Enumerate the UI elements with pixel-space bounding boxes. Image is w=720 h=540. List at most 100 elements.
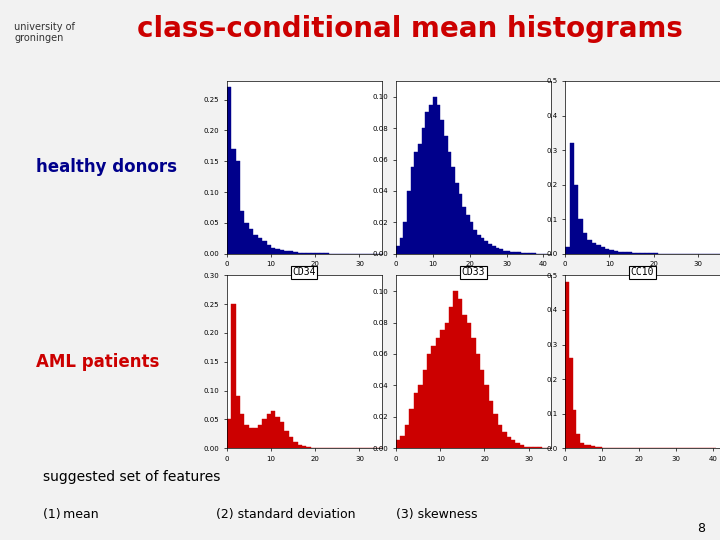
- Bar: [511, 440, 516, 448]
- Bar: [396, 246, 400, 254]
- Bar: [307, 447, 311, 448]
- Bar: [493, 414, 498, 448]
- Bar: [498, 424, 502, 448]
- Bar: [459, 194, 462, 254]
- Text: 8: 8: [698, 522, 706, 535]
- Bar: [297, 253, 302, 254]
- Bar: [431, 346, 436, 448]
- Bar: [407, 191, 410, 254]
- Bar: [521, 253, 525, 254]
- Bar: [525, 253, 528, 254]
- Bar: [445, 322, 449, 448]
- Bar: [466, 214, 469, 254]
- Bar: [280, 250, 284, 254]
- Bar: [499, 249, 503, 254]
- Bar: [492, 246, 495, 254]
- Bar: [451, 167, 455, 254]
- Bar: [418, 144, 422, 254]
- Text: CD34: CD34: [292, 267, 316, 278]
- Bar: [258, 238, 262, 254]
- Bar: [584, 445, 588, 448]
- Bar: [231, 149, 235, 254]
- Bar: [315, 253, 320, 254]
- Bar: [240, 211, 245, 254]
- Bar: [235, 161, 240, 254]
- Text: CD33: CD33: [462, 267, 485, 278]
- Bar: [454, 291, 458, 448]
- Bar: [433, 97, 436, 254]
- Bar: [631, 253, 636, 254]
- Bar: [271, 411, 276, 448]
- Text: AML patients: AML patients: [36, 353, 159, 371]
- Bar: [423, 370, 427, 448]
- Bar: [477, 235, 481, 254]
- Bar: [297, 446, 302, 448]
- Bar: [481, 238, 485, 254]
- Bar: [636, 253, 640, 254]
- Bar: [570, 143, 574, 254]
- Bar: [598, 447, 602, 448]
- Bar: [574, 185, 578, 254]
- Bar: [476, 354, 480, 448]
- Bar: [623, 252, 627, 254]
- Bar: [245, 223, 249, 254]
- Bar: [403, 222, 407, 254]
- Bar: [258, 425, 262, 448]
- Bar: [418, 386, 423, 448]
- Bar: [489, 401, 493, 448]
- Bar: [462, 315, 467, 448]
- Bar: [227, 87, 231, 254]
- Bar: [596, 245, 600, 254]
- Bar: [448, 152, 451, 254]
- Bar: [427, 354, 431, 448]
- Bar: [245, 425, 249, 448]
- Bar: [591, 446, 595, 448]
- Bar: [293, 442, 297, 448]
- Bar: [518, 252, 521, 254]
- Bar: [488, 245, 492, 254]
- Bar: [436, 338, 440, 448]
- Bar: [440, 330, 445, 448]
- Bar: [485, 386, 489, 448]
- Text: CC10: CC10: [631, 267, 654, 278]
- Bar: [227, 420, 231, 448]
- Bar: [520, 445, 524, 448]
- Bar: [262, 241, 266, 254]
- Bar: [524, 447, 528, 448]
- Bar: [249, 229, 253, 254]
- Bar: [510, 252, 514, 254]
- Bar: [514, 252, 518, 254]
- Bar: [595, 447, 598, 448]
- Bar: [618, 252, 623, 254]
- Bar: [266, 414, 271, 448]
- Text: healthy donors: healthy donors: [36, 158, 177, 177]
- Bar: [396, 440, 400, 448]
- Bar: [458, 299, 462, 448]
- Bar: [449, 307, 454, 448]
- Bar: [485, 241, 488, 254]
- Bar: [580, 443, 584, 448]
- Bar: [440, 120, 444, 254]
- Text: university of
groningen: university of groningen: [14, 22, 76, 43]
- Bar: [436, 105, 440, 254]
- Bar: [262, 420, 266, 448]
- Bar: [302, 447, 307, 448]
- Bar: [289, 251, 293, 254]
- Text: (1) mean: (1) mean: [43, 508, 99, 521]
- Bar: [284, 431, 289, 448]
- Bar: [627, 252, 631, 254]
- Bar: [455, 183, 459, 254]
- Bar: [409, 409, 414, 448]
- Bar: [429, 105, 433, 254]
- Bar: [271, 248, 276, 254]
- Bar: [410, 167, 415, 254]
- Bar: [462, 207, 466, 254]
- Bar: [503, 251, 507, 254]
- Bar: [235, 396, 240, 448]
- Bar: [284, 251, 289, 254]
- Bar: [307, 253, 311, 254]
- Bar: [276, 416, 280, 448]
- Bar: [576, 434, 580, 448]
- Text: class-conditional mean histograms: class-conditional mean histograms: [138, 15, 683, 43]
- Bar: [578, 219, 583, 254]
